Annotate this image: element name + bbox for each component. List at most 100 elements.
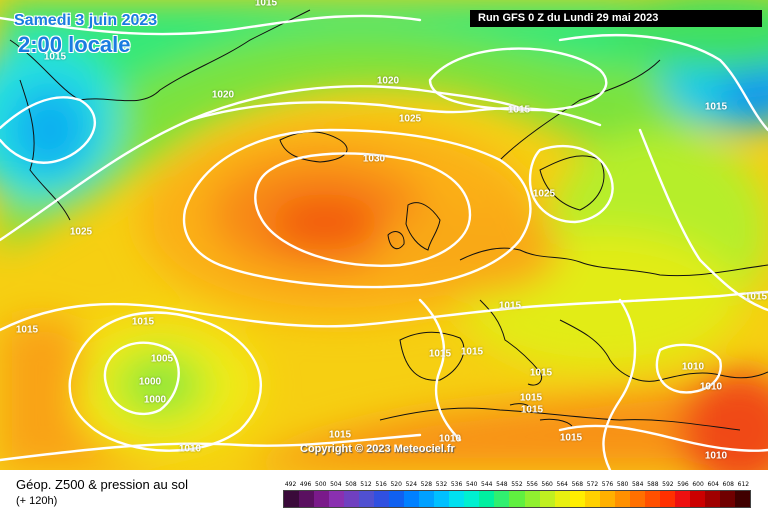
scale-swatch <box>539 491 555 507</box>
isobar-label: 1025 <box>532 188 556 200</box>
scale-value-label: 564 <box>556 481 568 488</box>
isobar-label: 1010 <box>699 381 723 393</box>
scale-swatch <box>314 491 330 507</box>
scale-swatch <box>494 491 510 507</box>
scale-value-label: 568 <box>571 481 584 488</box>
scale-swatch <box>599 491 615 507</box>
scale-swatch <box>509 491 525 507</box>
legend-subtitle: (+ 120h) <box>16 495 58 507</box>
isobar-label: 1030 <box>362 153 386 165</box>
scale-swatch <box>644 491 660 507</box>
isobar-label: 1015 <box>559 432 583 444</box>
scale-value-label: 532 <box>435 481 448 488</box>
isobar-label: 1000 <box>143 394 167 406</box>
scale-swatch <box>734 491 750 507</box>
scale-swatch <box>479 491 495 507</box>
color-scale-swatches <box>283 490 751 508</box>
scale-swatch <box>629 491 645 507</box>
scale-value-label: 492 <box>284 481 297 488</box>
isobar-label: 1000 <box>138 376 162 388</box>
scale-value-label: 596 <box>677 481 689 488</box>
scale-swatch <box>704 491 720 507</box>
scale-value-label: 496 <box>299 481 312 488</box>
scale-value-label: 548 <box>496 481 508 488</box>
run-info-banner: Run GFS 0 Z du Lundi 29 mai 2023 <box>470 10 762 27</box>
scale-swatch <box>554 491 570 507</box>
isobar-label: 1010 <box>178 443 202 455</box>
isobar-label: 1005 <box>150 353 174 365</box>
weather-map: 1015 1015 1020 1020 1025 1015 1015 1030 … <box>0 0 768 470</box>
scale-value-label: 608 <box>722 481 734 488</box>
scale-swatch <box>659 491 675 507</box>
scale-value-label: 584 <box>631 481 644 488</box>
isobar-label: 1020 <box>376 75 400 87</box>
isobar-label: 1020 <box>211 89 235 101</box>
scale-swatch <box>584 491 600 507</box>
scale-swatch <box>449 491 465 507</box>
color-scale: 492 496 500 504 508 512 516 520 524 528 532 536 540 5… <box>283 480 751 508</box>
scale-value-label: 520 <box>390 481 402 488</box>
scale-swatch <box>524 491 540 507</box>
isobar-label: 1015 <box>498 300 522 312</box>
scale-swatch <box>689 491 705 507</box>
scale-swatch <box>299 491 315 507</box>
scale-swatch <box>719 491 735 507</box>
isobar-label: 1015 <box>15 324 39 336</box>
legend-title: Géop. Z500 & pression au sol <box>16 477 188 492</box>
scale-swatch <box>464 491 480 507</box>
scale-swatch <box>284 491 300 507</box>
isobar-label: 1025 <box>398 113 422 125</box>
color-scale-labels: 492 496 500 504 508 512 516 520 524 528 532 536 540 5… <box>283 480 751 490</box>
scale-swatch <box>614 491 630 507</box>
scale-swatch <box>674 491 690 507</box>
isobar-label: 1015 <box>254 0 278 9</box>
scale-value-label: 612 <box>737 481 750 488</box>
isobar-label: 1015 <box>460 346 484 358</box>
isobar-label: 1015 <box>529 367 553 379</box>
scale-swatch <box>404 491 420 507</box>
scale-value-label: 600 <box>692 481 704 488</box>
scale-value-label: 508 <box>345 481 357 488</box>
scale-value-label: 588 <box>647 481 659 488</box>
scale-value-label: 592 <box>662 481 674 488</box>
scale-swatch <box>344 491 360 507</box>
forecast-date: Samedi 3 juin 2023 <box>14 12 158 29</box>
isobar-label: 1015 <box>704 101 728 113</box>
scale-value-label: 560 <box>541 481 553 488</box>
isobar-label: 1015 <box>131 316 155 328</box>
scale-value-label: 516 <box>375 481 387 488</box>
scale-swatch <box>389 491 405 507</box>
scale-value-label: 604 <box>707 481 719 488</box>
isobar-label: 1025 <box>69 226 93 238</box>
scale-value-label: 544 <box>481 481 493 488</box>
scale-swatch <box>374 491 390 507</box>
isobar-label: 1015 <box>520 404 544 416</box>
scale-swatch <box>329 491 345 507</box>
scale-value-label: 512 <box>360 481 372 488</box>
isobar-label: 1010 <box>704 450 728 462</box>
scale-value-label: 552 <box>511 481 523 488</box>
copyright-text: Copyright © 2023 Meteociel.fr <box>300 443 455 455</box>
scale-swatch <box>569 491 585 507</box>
isobar-label: 1010 <box>438 433 462 445</box>
scale-value-label: 576 <box>601 481 614 488</box>
scale-swatch <box>434 491 450 507</box>
scale-value-label: 500 <box>315 481 327 488</box>
scale-value-label: 536 <box>450 481 463 488</box>
isobar-label: 1015 <box>328 429 352 441</box>
forecast-local-time: 2:00 locale <box>18 32 131 57</box>
scale-value-label: 556 <box>526 481 538 488</box>
isobar-label: 1015 <box>507 104 531 116</box>
scale-swatch <box>359 491 375 507</box>
scale-value-label: 572 <box>586 481 599 488</box>
scale-value-label: 580 <box>616 481 629 488</box>
scale-value-label: 504 <box>330 481 342 488</box>
isobar-label: 1010 <box>681 361 705 373</box>
isobar-label: 1015 <box>428 348 452 360</box>
isobar-label: 1015 <box>43 51 67 63</box>
isobar-label: 1015 <box>744 291 768 303</box>
isobar-label: 1015 <box>519 392 543 404</box>
scale-swatch <box>419 491 435 507</box>
scale-value-label: 540 <box>465 481 478 488</box>
scale-value-label: 528 <box>420 481 433 488</box>
